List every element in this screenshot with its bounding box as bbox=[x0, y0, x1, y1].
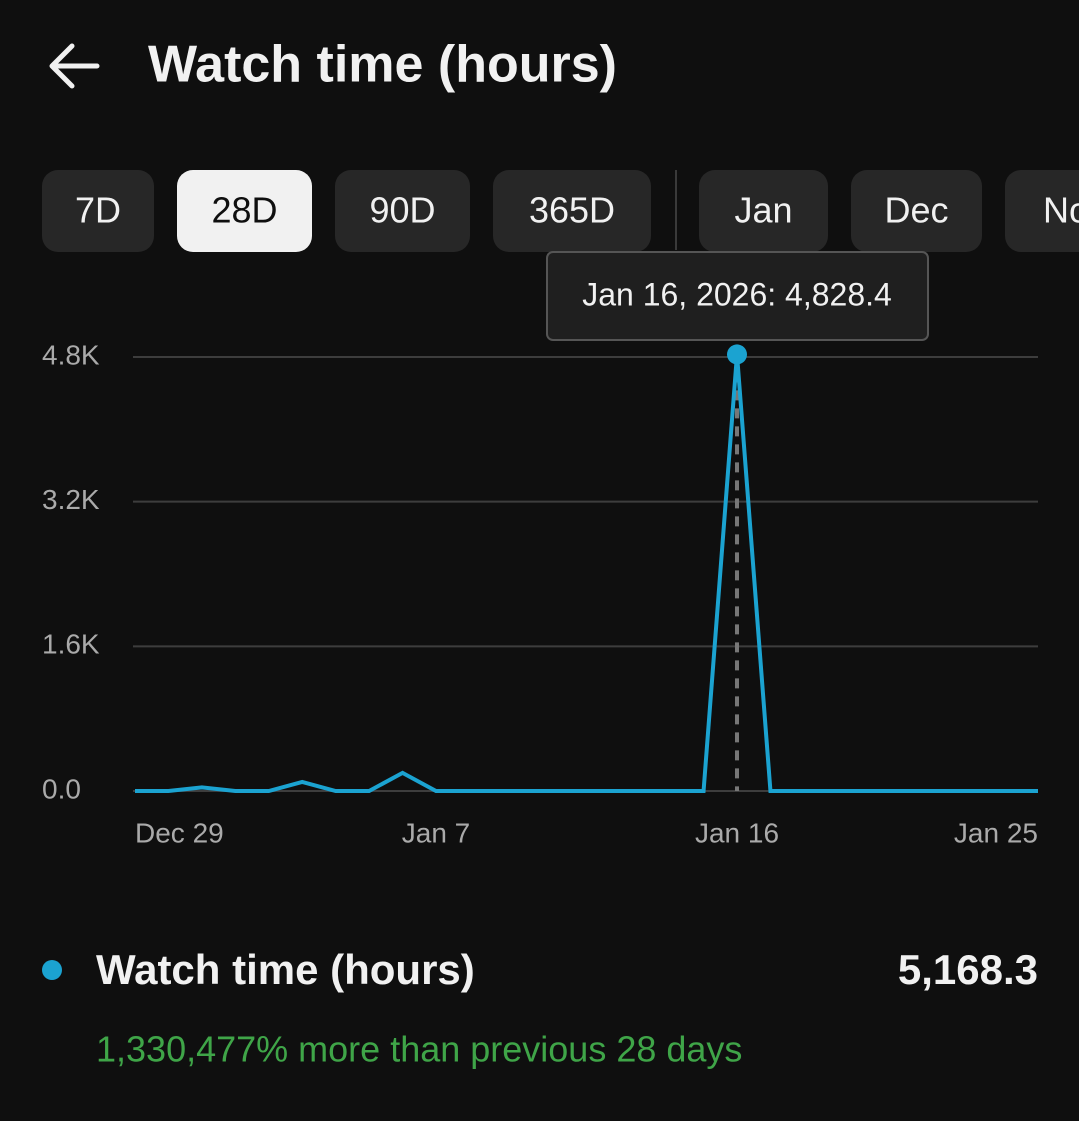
tab-label: 28D bbox=[211, 190, 277, 231]
x-tick-label: Jan 7 bbox=[402, 817, 471, 848]
tab-bar: 7D 28D 90D 365D Jan Dec Nov bbox=[42, 170, 1079, 252]
tab[interactable]: Jan bbox=[699, 170, 828, 252]
tab-label: Nov bbox=[1043, 190, 1079, 231]
back-arrow bbox=[49, 43, 100, 89]
tab[interactable]: 7D bbox=[42, 170, 154, 252]
tab-background bbox=[335, 170, 470, 252]
tab-background bbox=[699, 170, 828, 252]
x-tick-label: Jan 16 bbox=[695, 817, 779, 848]
tooltip-text: Jan 16, 2026: 4,828.4 bbox=[582, 276, 892, 312]
tab[interactable]: 90D bbox=[335, 170, 470, 252]
tab-background bbox=[1005, 170, 1079, 252]
tab-background bbox=[177, 170, 312, 252]
y-tick-label: 0.0 bbox=[42, 773, 81, 804]
tab-label: Dec bbox=[884, 190, 948, 231]
tab-label: Jan bbox=[734, 190, 792, 231]
chart: 0.0 1.6K 3.2K 4.8K Dec 29 Jan 7 Jan 16 Jan 25 Ja… bbox=[42, 251, 1038, 848]
x-tick-label: Jan 25 bbox=[954, 817, 1038, 848]
x-tick-label: Dec 29 bbox=[135, 817, 224, 848]
back-button[interactable] bbox=[49, 43, 100, 89]
tab-background bbox=[42, 170, 154, 252]
tab-label: 365D bbox=[529, 190, 615, 231]
total-value: 5,168.3 bbox=[898, 946, 1038, 993]
tooltip-box bbox=[546, 251, 929, 341]
y-tick-label: 3.2K bbox=[42, 484, 100, 515]
tab-label: 90D bbox=[369, 190, 435, 231]
y-tick-label: 4.8K bbox=[42, 339, 100, 370]
page-title: Watch time (hours) bbox=[148, 36, 617, 94]
highlight-point bbox=[727, 344, 747, 365]
tab[interactable]: Nov bbox=[1005, 170, 1079, 252]
series-line bbox=[135, 354, 1038, 793]
tab-background bbox=[493, 170, 651, 252]
tab[interactable]: Dec bbox=[851, 170, 982, 252]
tab-label: 7D bbox=[75, 190, 121, 231]
legend-dot bbox=[42, 960, 62, 980]
tab[interactable]: 365D bbox=[493, 170, 651, 252]
summary: Watch time (hours) 5,168.3 1,330,477% mo… bbox=[42, 946, 1038, 1070]
tab[interactable]: 28D bbox=[177, 170, 312, 252]
legend-label: Watch time (hours) bbox=[96, 946, 475, 993]
change-text: 1,330,477% more than previous 28 days bbox=[96, 1029, 742, 1070]
y-tick-label: 1.6K bbox=[42, 629, 100, 660]
tab-background bbox=[851, 170, 982, 252]
